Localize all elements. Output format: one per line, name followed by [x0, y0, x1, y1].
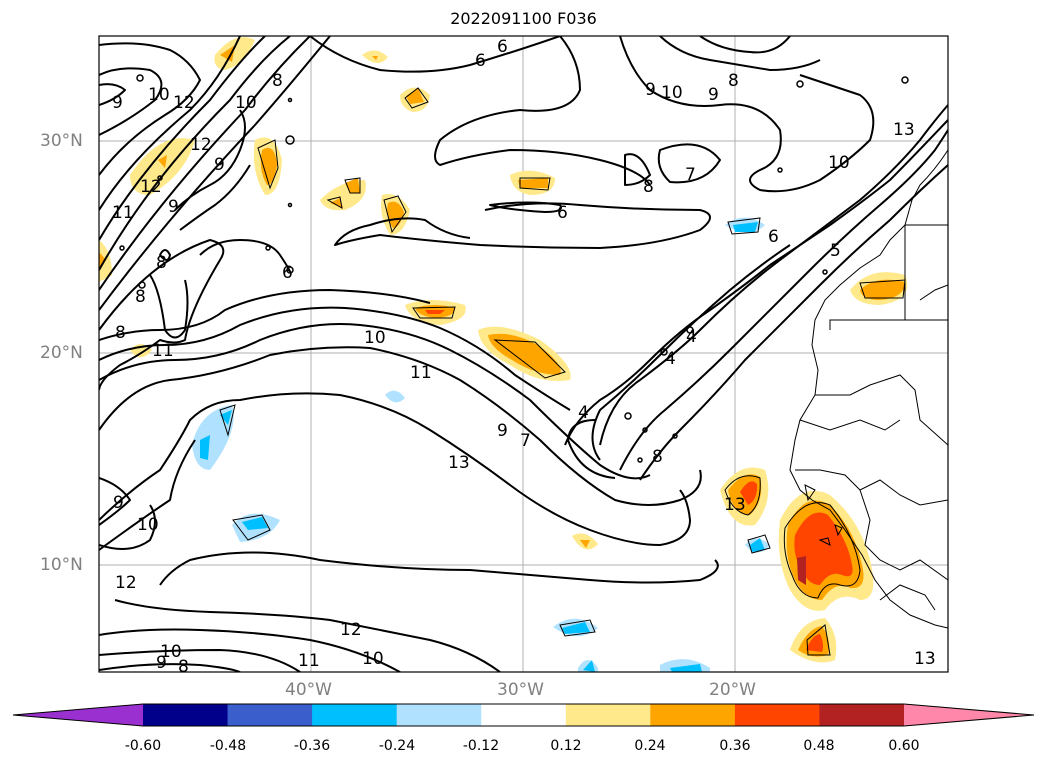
contour-label: 11 [410, 363, 432, 383]
contour-label: 9 [112, 93, 123, 113]
contour-label: 11 [298, 651, 320, 671]
contour-label: 8 [135, 287, 146, 307]
contour-label: 13 [724, 495, 746, 515]
lon-label-30w: 30°W [497, 680, 544, 700]
contour-label: 6 [282, 263, 293, 283]
colorbar-tick-label: -0.12 [462, 738, 500, 754]
contour-label: 13 [448, 453, 470, 473]
contour-label: 11 [152, 341, 174, 361]
colorbar-extend-high [904, 704, 1034, 726]
lat-label-20n: 20°N [40, 343, 83, 363]
colorbar-tick-label: 0.12 [550, 738, 582, 754]
contour-label: 12 [140, 177, 162, 197]
plot-frame [98, 35, 949, 673]
contour-label: 6 [768, 227, 779, 247]
contour-label: 8 [272, 71, 283, 91]
contour-label: 6 [475, 51, 486, 71]
thin-outlines [219, 87, 906, 656]
contour-label: 10 [148, 85, 170, 105]
contour-label: 12 [190, 135, 212, 155]
small-features [119, 74, 909, 463]
lat-label-10n: 10°N [40, 555, 83, 575]
colorbar-tick-label: 0.60 [888, 738, 920, 754]
colorbar-tick-label: -0.48 [209, 738, 247, 754]
contour-label: 7 [520, 431, 531, 451]
contour-label: 7 [685, 165, 696, 185]
contour-label: 8 [728, 71, 739, 91]
colorbar-cell [734, 704, 820, 726]
contour-label: 9 [497, 421, 508, 441]
contour-labels: 6 6 9 10 12 10 8 12 9 9 10 9 8 8 7 6 11 … [112, 37, 936, 677]
contour-label: 4 [686, 327, 697, 347]
contour-label: 9 [156, 653, 167, 673]
contour-label: 4 [578, 403, 589, 423]
contour-label: 10 [235, 93, 257, 113]
contour-label: 9 [645, 80, 656, 100]
lon-label-40w: 40°W [285, 680, 332, 700]
colorbar-extend-low [13, 704, 143, 726]
contour-label: 9 [214, 155, 225, 175]
contour-label: 6 [497, 37, 508, 57]
contour-label: 11 [112, 203, 134, 223]
contour-label: 10 [137, 515, 159, 535]
colorbar-cell [650, 704, 736, 726]
colorbar-tick-label: 0.48 [803, 738, 835, 754]
contour-label: 8 [178, 657, 189, 677]
contour-label: 10 [364, 328, 386, 348]
chart-title: 2022091100 F036 [450, 9, 597, 28]
colorbar-tick-label: -0.24 [378, 738, 416, 754]
contour-label: 8 [156, 253, 167, 273]
colorbar-cell [312, 704, 398, 726]
colorbar-cell [396, 704, 482, 726]
lon-label-20w: 20°W [709, 680, 756, 700]
contour-label: 4 [665, 349, 676, 369]
colorbar-cell [143, 704, 229, 726]
contour-label: 8 [652, 447, 663, 467]
shaded-anomalies [99, 37, 908, 672]
colorbar [12, 703, 1035, 727]
colorbar-cell [481, 704, 567, 726]
colorbar-tick-label: -0.60 [124, 738, 162, 754]
colorbar-tick-label: -0.36 [293, 738, 331, 754]
colorbar-cell [565, 704, 651, 726]
contour-label: 9 [168, 197, 179, 217]
colorbar-tick-label: 0.24 [634, 738, 666, 754]
colorbar-cell [819, 704, 905, 726]
contour-label: 12 [173, 93, 195, 113]
colorbar-outline [12, 703, 1035, 727]
contour-label: 8 [115, 323, 126, 343]
contour-label: 12 [340, 620, 362, 640]
contour-label: 5 [830, 241, 841, 261]
lat-label-30n: 30°N [40, 131, 83, 151]
colorbar-cell [227, 704, 313, 726]
contour-label: 10 [828, 153, 850, 173]
contour-label: 10 [362, 649, 384, 669]
contour-label: 12 [115, 573, 137, 593]
contour-label: 13 [893, 120, 915, 140]
colorbar-tick-label: 0.36 [719, 738, 751, 754]
contour-label: 10 [160, 642, 182, 662]
contour-label: 9 [708, 85, 719, 105]
contour-label: 10 [661, 83, 683, 103]
contour-label: 6 [557, 203, 568, 223]
contour-label: 9 [113, 493, 124, 513]
contour-label: 13 [914, 649, 936, 669]
contour-lines [99, 36, 948, 672]
contour-label: 8 [643, 177, 654, 197]
